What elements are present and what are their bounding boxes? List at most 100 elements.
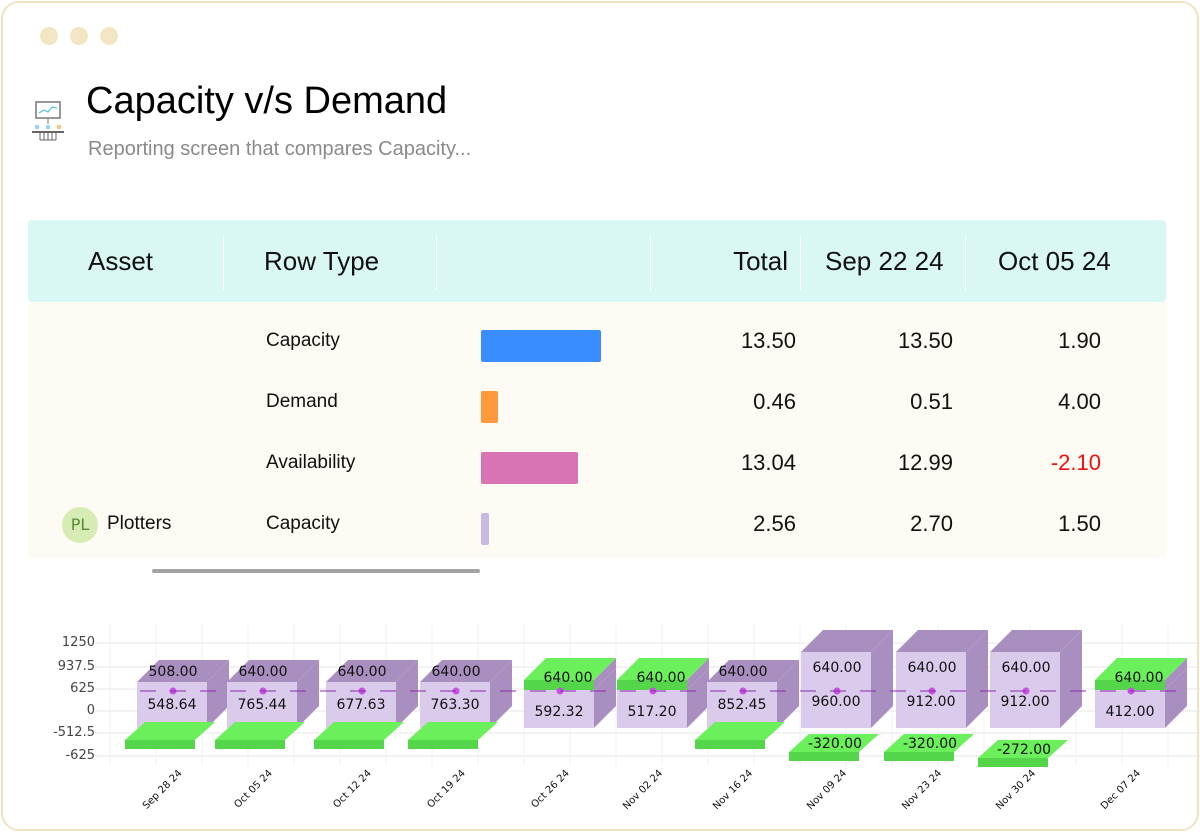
availability-front <box>314 740 384 749</box>
capacity-side-face <box>871 630 893 728</box>
column-header-oct-05[interactable]: Oct 05 24 <box>998 246 1111 276</box>
avatar: PL <box>62 507 98 543</box>
page-subtitle: Reporting screen that compares Capacity.… <box>88 138 472 160</box>
demand-bar <box>617 690 687 728</box>
demand-value-label: 677.63 <box>336 697 386 713</box>
column-header-total[interactable]: Total <box>733 246 788 276</box>
availability-top-face <box>978 740 1068 758</box>
capacity-top-face <box>227 660 319 682</box>
availability-top-face <box>125 722 215 740</box>
oct-05-cell: 1.50 <box>1058 511 1101 536</box>
availability-top-face <box>884 734 974 752</box>
capacity-side-face <box>687 668 709 728</box>
capacity-top-face <box>326 660 418 682</box>
capacity-value-label: 640.00 <box>907 660 957 676</box>
demand-value-label: 852.45 <box>717 697 767 713</box>
row-type: Capacity <box>266 513 340 534</box>
demand-value-label: 763.30 <box>430 697 480 713</box>
table-row[interactable]: Availability 13.04 12.99 -2.10 <box>28 432 1166 494</box>
capacity-side-face <box>777 660 799 728</box>
availability-front <box>215 740 285 749</box>
table-row[interactable]: Capacity 13.50 13.50 1.90 <box>28 310 1166 372</box>
window-dot <box>100 27 118 45</box>
demand-bar <box>524 690 594 728</box>
availability-front <box>978 758 1048 767</box>
chart-plot-area <box>95 625 1200 767</box>
demand-value-label: 912.00 <box>906 694 956 710</box>
table-row[interactable]: PL Plotters Capacity 2.56 2.70 1.50 <box>28 493 1166 555</box>
availability-top-face <box>695 722 785 740</box>
sep-22-cell: 12.99 <box>897 450 953 475</box>
capacity-side-face <box>297 660 319 728</box>
total-cell: 2.56 <box>753 511 796 536</box>
total-cell: 13.04 <box>740 450 796 475</box>
capacity-value-label: 640.00 <box>1001 660 1051 676</box>
window-dot <box>70 27 88 45</box>
capacity-top-face <box>137 660 229 682</box>
row-type: Availability <box>266 452 356 473</box>
y-tick-label: 625 <box>70 681 95 696</box>
availability-top-face <box>314 722 404 740</box>
row-value-bar <box>481 391 498 423</box>
availability-front <box>524 680 594 690</box>
capacity-side-face <box>207 660 229 728</box>
column-divider[interactable] <box>436 236 437 290</box>
availability-front <box>695 740 765 749</box>
column-header-row-type[interactable]: Row Type <box>264 246 380 276</box>
availability-front <box>408 740 478 749</box>
capacity-value-label: 640.00 <box>431 664 481 680</box>
availability-top-face <box>789 734 879 752</box>
row-value-bar <box>481 330 601 362</box>
demand-value-label: 517.20 <box>627 704 677 720</box>
horizontal-scrollbar[interactable] <box>152 569 480 573</box>
page-title: Capacity v/s Demand <box>86 80 448 122</box>
y-tick-label: 0 <box>86 703 95 718</box>
demand-value-label: 412.00 <box>1105 704 1155 720</box>
column-divider[interactable] <box>223 236 224 290</box>
capacity-top-face <box>896 630 988 652</box>
y-tick-label: 937.5 <box>57 659 95 674</box>
capacity-value-label: 640.00 <box>812 660 862 676</box>
sep-22-cell: 2.70 <box>910 511 953 536</box>
column-divider[interactable] <box>800 236 801 290</box>
availability-top-face <box>617 658 709 680</box>
capacity-top-face <box>801 630 893 652</box>
capacity-top-face <box>707 660 799 682</box>
oct-05-cell: -2.10 <box>1050 450 1101 475</box>
table-row[interactable]: Demand 0.46 0.51 4.00 <box>28 371 1166 433</box>
availability-front <box>884 752 954 761</box>
window-dot <box>40 27 58 45</box>
availability-top-face <box>408 722 498 740</box>
capacity-value-label: 640.00 <box>543 670 593 686</box>
availability-front <box>789 752 859 761</box>
y-tick-label: 1250 <box>61 635 95 650</box>
availability-front <box>1095 680 1165 690</box>
row-value-bar <box>481 513 490 545</box>
availability-value-label: -320.00 <box>902 736 958 752</box>
total-cell: 13.50 <box>740 328 796 353</box>
availability-front <box>125 740 195 749</box>
sep-22-cell: 13.50 <box>897 328 953 353</box>
capacity-value-label: 640.00 <box>1114 670 1164 686</box>
capacity-demand-chart: 1250 937.5 625 0 -512.5 -625 508.00 548.64 Sep 2… <box>0 620 1200 832</box>
availability-value-label: -272.00 <box>996 742 1052 758</box>
column-divider[interactable] <box>965 236 966 290</box>
sep-22-cell: 0.51 <box>910 389 953 414</box>
capacity-side-face <box>396 660 418 728</box>
availability-top-face <box>524 658 616 680</box>
column-header-asset[interactable]: Asset <box>88 246 154 276</box>
capacity-side-face <box>1060 630 1082 728</box>
y-tick-label: -625 <box>65 748 95 763</box>
column-header-sep-22[interactable]: Sep 22 24 <box>825 246 944 276</box>
capacity-side-face <box>687 658 709 690</box>
y-tick-label: -512.5 <box>53 725 95 740</box>
demand-value-label: 548.64 <box>147 697 197 713</box>
availability-front <box>617 680 687 690</box>
oct-05-cell: 4.00 <box>1058 389 1101 414</box>
capacity-value-label: 508.00 <box>148 664 198 680</box>
column-divider[interactable] <box>650 236 651 290</box>
table-header: Asset Row Type Total Sep 22 24 Oct 05 24 <box>28 220 1166 302</box>
demand-value-label: 592.32 <box>534 704 584 720</box>
demand-value-label: 912.00 <box>1000 694 1050 710</box>
capacity-top-face <box>990 630 1082 652</box>
